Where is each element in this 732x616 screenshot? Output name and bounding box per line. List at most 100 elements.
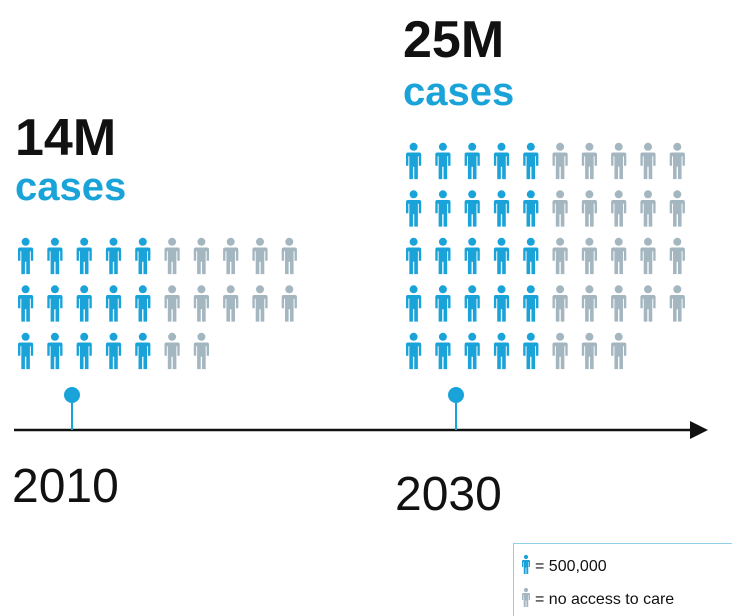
icon-head [468,142,477,151]
legend-icon-access [522,554,530,574]
person-icon-no-access [552,237,568,275]
icon-head [409,285,418,294]
person-icon-no-access [552,332,568,370]
person-icon-access [135,237,151,275]
icon-body [47,247,63,275]
icon-body [435,342,451,370]
icon-head [438,332,447,341]
icon-body [435,247,451,275]
icon-body [135,295,151,322]
icon-head [168,332,177,341]
icon-body [464,247,480,275]
icon-body [611,295,627,322]
icon-body [281,295,297,322]
icon-body [435,295,451,322]
icon-body [493,342,510,370]
icon-body [47,342,63,370]
icon-head [585,285,594,294]
icon-body [552,247,568,275]
icon-head [673,190,682,199]
icon-head [138,285,147,294]
pin-head [64,387,80,403]
icon-body [135,342,151,370]
unit-label: cases [403,70,514,114]
icon-head [644,285,652,294]
icon-head [109,285,118,294]
person-icon-access [76,332,92,370]
person-icon-no-access [640,190,656,227]
person-icon-access [135,332,151,370]
person-icon-access [493,190,510,227]
icon-body [105,247,122,275]
icon-head [526,237,535,246]
person-icon-no-access [611,142,627,180]
person-icon-access [435,237,451,275]
icon-body [193,247,209,275]
person-icon-access [523,285,539,322]
person-icon-no-access [223,285,239,322]
icon-body [523,295,539,322]
icon-body [105,295,122,322]
icon-head [80,237,89,246]
icon-body [581,342,597,370]
icon-head [497,142,506,151]
person-icon-access [435,332,451,370]
icon-body [552,152,568,180]
icon-head [614,332,623,341]
icon-body [493,247,510,275]
person-icon-access [18,332,34,370]
icon-head [556,237,565,246]
person-icon-access [523,190,539,227]
person-icon-no-access [193,332,209,370]
person-icon-access [523,237,539,275]
person-icon-no-access [193,237,209,275]
year-label: 2030 [395,468,502,521]
icon-body [135,247,151,275]
icon-head [168,237,177,246]
person-icon-access [523,332,539,370]
year-label: 2010 [12,460,119,513]
icon-body [522,593,530,607]
person-icon-no-access [581,332,597,370]
icon-body [493,152,510,180]
person-icon-no-access [669,142,685,180]
icon-body [581,295,597,322]
icon-head [556,332,565,341]
icon-body [193,295,209,322]
icon-body [281,247,297,275]
icon-body [640,200,656,227]
icon-head [109,237,118,246]
timeline-arrow [690,421,708,439]
icon-body [493,200,510,227]
person-icon-no-access [223,237,239,275]
icon-head [614,285,623,294]
icon-body [223,295,239,322]
icon-body [522,560,530,574]
person-icon-no-access [611,332,627,370]
icon-body [406,152,422,180]
person-icon-no-access [281,237,297,275]
icon-head [80,285,89,294]
legend-box [513,543,732,616]
icon-body [164,295,180,322]
icon-head [21,285,30,294]
icon-body [669,247,685,275]
icon-head [285,237,294,246]
icon-head [468,332,477,341]
person-icon-access [47,285,63,322]
icon-head [21,332,30,341]
icon-body [581,152,597,180]
icon-body [223,247,239,275]
icon-body [493,295,510,322]
icon-body [18,342,34,370]
icon-body [406,295,422,322]
icon-head [409,190,418,199]
person-icon-no-access [581,237,597,275]
legend-label: = 500,000 [535,558,607,575]
person-icon-access [435,142,451,180]
icon-head [526,190,535,199]
icon-body [552,200,568,227]
icon-body [47,295,63,322]
icon-head [138,237,147,246]
